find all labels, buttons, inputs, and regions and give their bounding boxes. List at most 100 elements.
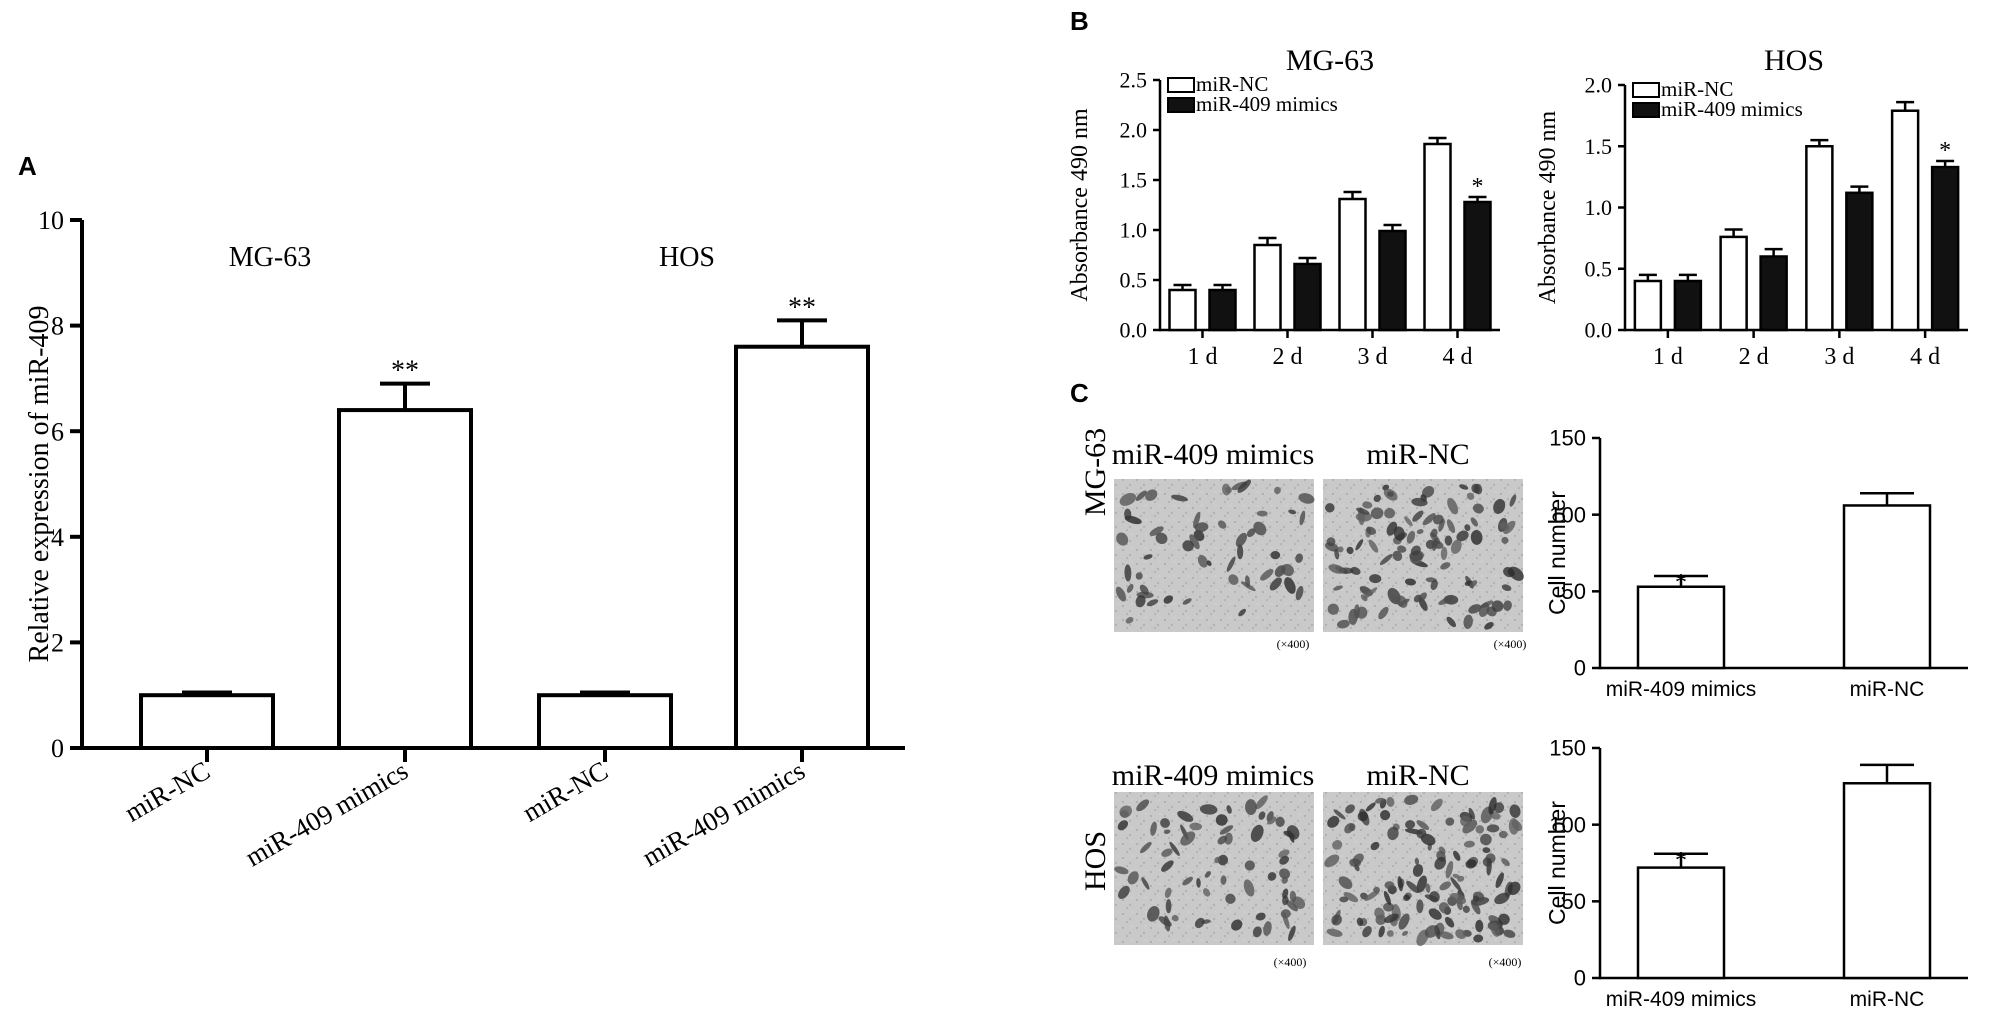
cell-blob bbox=[1336, 619, 1350, 629]
cell-blob bbox=[1362, 926, 1372, 938]
cell-blob bbox=[1193, 511, 1201, 529]
cell-blob bbox=[1150, 821, 1157, 836]
cell-blob bbox=[1422, 513, 1436, 526]
cell-blob bbox=[1332, 585, 1343, 591]
x-tick-label: 1 d bbox=[1188, 344, 1218, 370]
cell-blob bbox=[1165, 899, 1172, 914]
cell-blob bbox=[1237, 544, 1244, 560]
micrograph-title-right: miR-NC bbox=[1366, 438, 1469, 471]
cell-blob bbox=[1334, 548, 1340, 560]
y-tick-label: 50 bbox=[1562, 579, 1586, 604]
cell-blob bbox=[1217, 835, 1228, 845]
cell-blob bbox=[1468, 604, 1482, 614]
bar bbox=[1845, 191, 1874, 332]
cell-blob bbox=[1116, 532, 1129, 546]
bar bbox=[1168, 288, 1197, 332]
cell-blob bbox=[1214, 856, 1221, 864]
chart-b-hos-absorbance: 0.0 0.5 1.0 1.5 2.0 Absorbance 490 nm HOS 1 d 2 … bbox=[1535, 44, 1968, 370]
cell-blob bbox=[1498, 830, 1508, 839]
y-axis-label: Absorbance 490 nm bbox=[1535, 111, 1561, 305]
cell-blob bbox=[1349, 858, 1361, 867]
cell-blob bbox=[1267, 872, 1277, 881]
bar bbox=[1673, 279, 1703, 332]
cell-blob bbox=[1379, 810, 1391, 821]
chart-a-relative-expression: 0 2 4 6 8 10 Relative expression of miR-409 miR… bbox=[24, 206, 905, 872]
cell-blob bbox=[1169, 841, 1180, 856]
group-label: MG-63 bbox=[229, 242, 311, 273]
cell-blob bbox=[1158, 916, 1172, 927]
cell-blob bbox=[1327, 816, 1340, 828]
cell-blob bbox=[1498, 913, 1510, 925]
cell-blob bbox=[1171, 494, 1188, 502]
cell-blob bbox=[1402, 930, 1409, 936]
cell-blob bbox=[1508, 817, 1519, 835]
cell-blob bbox=[1365, 802, 1376, 812]
chart-title: MG-63 bbox=[1286, 44, 1374, 77]
cell-blob bbox=[1260, 569, 1274, 581]
panel-label-a: A bbox=[18, 151, 37, 181]
cell-blob bbox=[1416, 899, 1424, 914]
cell-blob bbox=[1424, 894, 1439, 902]
cell-blob bbox=[1279, 855, 1290, 865]
cell-blob bbox=[1136, 799, 1150, 812]
cell-blob bbox=[1404, 794, 1419, 805]
legend-label: miR-409 mimics bbox=[1196, 92, 1338, 116]
cell-blob bbox=[1384, 881, 1395, 890]
cell-blob bbox=[1325, 503, 1335, 513]
cell-blob bbox=[1139, 841, 1152, 854]
significance-marker: * bbox=[1675, 848, 1687, 874]
legend-label: miR-409 mimics bbox=[1661, 97, 1803, 121]
x-tick-label: miR-409 mimics bbox=[1606, 988, 1757, 1011]
micrograph-title-left: miR-409 mimics bbox=[1112, 759, 1315, 792]
bar bbox=[1805, 145, 1834, 332]
cell-blob bbox=[1221, 483, 1231, 496]
cell-blob bbox=[1357, 811, 1369, 822]
cell-blob bbox=[1424, 925, 1439, 938]
legend-label: miR-NC bbox=[1661, 77, 1733, 101]
y-tick-label: 2 bbox=[51, 629, 64, 658]
cell-blob bbox=[1288, 925, 1296, 942]
bar bbox=[1842, 504, 1932, 670]
cell-blob bbox=[1490, 922, 1501, 937]
y-tick-label: 1.0 bbox=[1120, 218, 1148, 243]
cell-blob bbox=[1425, 883, 1431, 893]
cell-blob bbox=[1285, 900, 1298, 912]
y-tick-label: 2.0 bbox=[1585, 73, 1613, 98]
bar bbox=[537, 693, 673, 751]
cell-blob bbox=[1463, 840, 1475, 848]
x-tick-label: 2 d bbox=[1273, 344, 1303, 370]
chart-c-hos-cell-number: 0 50 100 150 Cell number * miR-409 mimics miR-N… bbox=[1544, 736, 1968, 1011]
cell-blob bbox=[1416, 875, 1427, 893]
cell-blob bbox=[1114, 866, 1129, 875]
legend-swatch bbox=[1167, 97, 1195, 113]
cell-blob bbox=[1281, 876, 1288, 884]
group-label: HOS bbox=[659, 242, 715, 273]
cell-blob bbox=[1353, 604, 1360, 620]
cell-blob bbox=[1453, 850, 1461, 861]
cell-blob bbox=[1161, 860, 1174, 872]
micrograph-cells bbox=[1114, 795, 1306, 942]
y-tick-label: 0.0 bbox=[1120, 318, 1148, 343]
significance-marker: * bbox=[1472, 174, 1484, 200]
cell-blob bbox=[1135, 572, 1143, 580]
cell-blob bbox=[1252, 926, 1262, 938]
cell-blob bbox=[1412, 864, 1424, 877]
cell-blob bbox=[1475, 919, 1484, 933]
cell-blob bbox=[1406, 530, 1416, 544]
micrograph-row-label: HOS bbox=[1079, 831, 1112, 891]
cell-blob bbox=[1270, 551, 1281, 560]
cell-blob bbox=[1464, 524, 1471, 532]
cell-blob bbox=[1447, 497, 1459, 515]
cell-blob bbox=[1473, 503, 1484, 514]
cell-blob bbox=[1182, 876, 1193, 886]
bar bbox=[1636, 585, 1726, 670]
cell-blob bbox=[1278, 849, 1290, 858]
cell-blob bbox=[1164, 887, 1172, 898]
cell-blob bbox=[1410, 545, 1421, 556]
cell-blob bbox=[1250, 824, 1264, 842]
cell-blob bbox=[1509, 494, 1517, 507]
cell-blob bbox=[1449, 892, 1467, 905]
y-tick-label: 10 bbox=[38, 206, 64, 235]
significance-marker: ** bbox=[788, 292, 816, 323]
